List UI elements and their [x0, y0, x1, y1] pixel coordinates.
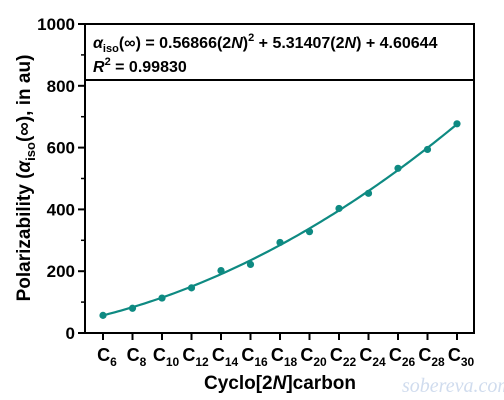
- data-point: [158, 294, 166, 302]
- data-point: [128, 304, 137, 312]
- y-tick-label: 200: [47, 262, 75, 281]
- data-points: [99, 120, 461, 319]
- x-tick-label: C24: [359, 345, 386, 369]
- y-tick-label: 0: [66, 324, 75, 343]
- x-tick-label: C28: [418, 345, 445, 369]
- x-tick-label: C26: [389, 345, 416, 369]
- x-tick-label: C30: [448, 345, 475, 369]
- x-axis-label: Cyclo[2N]carbon: [204, 373, 356, 394]
- x-tick-label: C8: [127, 345, 147, 369]
- data-point: [99, 311, 107, 319]
- y-tick-label: 400: [47, 200, 75, 219]
- x-axis: C6 C8 C10 C12 C14 C16 C18 C20 C22 C24 C26 C28 C30: [97, 333, 474, 369]
- data-point: [187, 284, 196, 292]
- y-tick-label: 1000: [37, 15, 75, 34]
- data-point: [364, 189, 373, 197]
- x-tick-label: C22: [330, 345, 357, 369]
- fit-curve: [102, 123, 458, 317]
- equation-box: [84, 23, 475, 81]
- y-axis-label: Polarizability (αiso(∞), in au): [14, 55, 38, 302]
- data-point: [394, 164, 402, 172]
- x-tick-label: C18: [271, 345, 298, 369]
- data-point: [246, 260, 255, 269]
- watermark: sobereva.com: [402, 375, 504, 397]
- x-tick-label: C14: [212, 345, 239, 369]
- x-tick-label: C16: [241, 345, 268, 369]
- x-tick-label: C12: [182, 345, 209, 369]
- y-tick-label: 800: [47, 77, 75, 96]
- x-tick-label: C10: [153, 345, 180, 369]
- data-point: [305, 228, 314, 236]
- data-point: [217, 266, 225, 275]
- equation-line-2: R2 = 0.99830: [93, 56, 187, 76]
- x-tick-label: C20: [300, 345, 327, 369]
- data-point: [423, 145, 432, 154]
- data-point: [335, 204, 343, 213]
- y-tick-label: 600: [47, 139, 75, 158]
- y-axis: 0 200 400 600 800 1000: [37, 15, 85, 343]
- x-tick-label: C6: [97, 345, 117, 369]
- data-point: [453, 120, 461, 128]
- data-point: [276, 238, 284, 247]
- equation-line-1: αiso(∞) = 0.56866(2N)2 + 5.31407(2N) + 4…: [93, 32, 438, 55]
